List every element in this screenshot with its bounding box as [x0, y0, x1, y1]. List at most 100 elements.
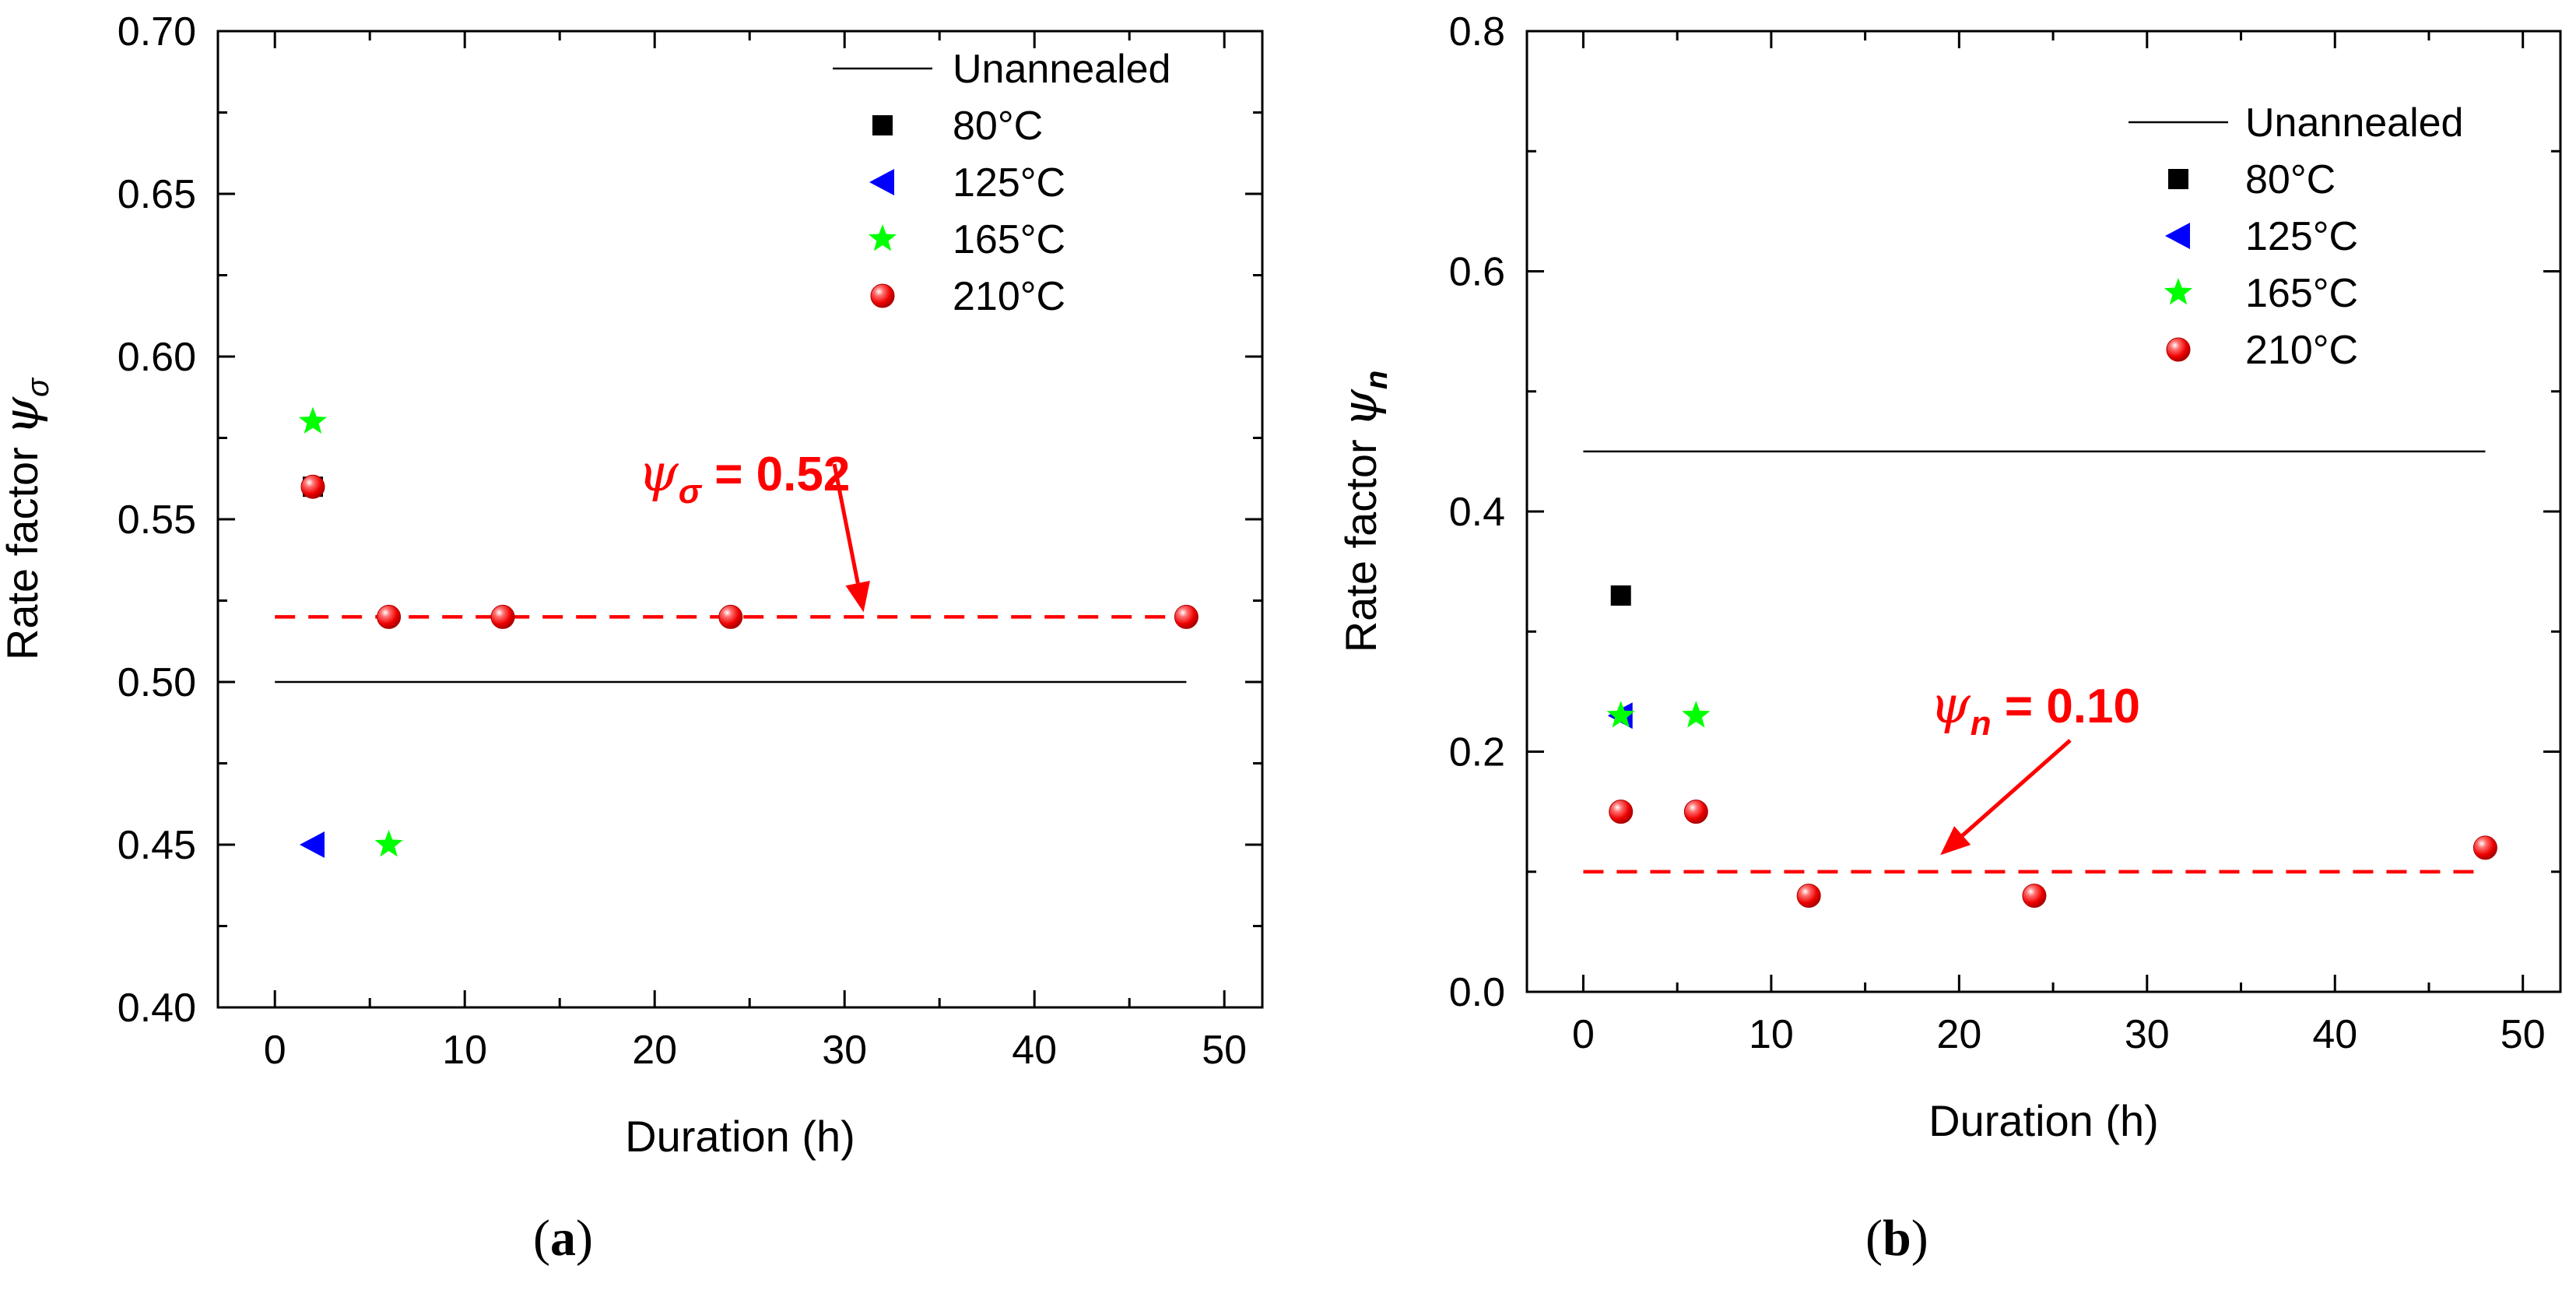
y-tick-label: 0.2 — [1449, 730, 1505, 775]
plot-frame — [1525, 30, 2562, 993]
legend-label: 165°C — [953, 217, 1065, 262]
legend-label: 80°C — [2245, 157, 2336, 202]
y-tick-label: 0.4 — [1449, 490, 1505, 535]
annotation-value: = 0.52 — [701, 448, 850, 501]
y-axis-label-subscript: n — [1360, 371, 1394, 389]
legend: Unannealed 80°C 125°C 165°C 210°C — [2129, 100, 2463, 373]
legend-label: 210°C — [953, 274, 1065, 319]
panel-label-b: (b) — [1865, 1210, 1928, 1267]
x-tick-label: 50 — [1202, 1028, 1247, 1073]
x-tick-label: 50 — [2501, 1012, 2546, 1057]
panel-label-a: (a) — [533, 1210, 593, 1267]
data-point — [374, 830, 403, 857]
psi-symbol: ψ — [1331, 388, 1388, 427]
series-125c — [300, 831, 325, 858]
y-tick-label: 0.55 — [118, 497, 196, 543]
data-point — [298, 406, 328, 434]
y-tick-label: 0.0 — [1449, 970, 1505, 1015]
y-axis-label: Rate factor ψσ — [0, 377, 55, 660]
annotation-value: = 0.10 — [1992, 680, 2140, 733]
x-tick-label: 10 — [442, 1028, 487, 1073]
x-tick-label: 10 — [1749, 1012, 1794, 1057]
y-axis-label-text: Rate factor — [1336, 427, 1385, 652]
x-tick-label: 30 — [822, 1028, 867, 1073]
panel-label-close: ) — [1911, 1210, 1928, 1267]
annotation-arrow-shaft — [1961, 739, 2072, 838]
psi-symbol: ψ — [638, 443, 679, 503]
y-tick-label: 0.50 — [118, 660, 196, 705]
series-210c — [300, 474, 1199, 629]
legend-label: 125°C — [2245, 214, 2358, 259]
psi-symbol: ψ — [1930, 675, 1971, 735]
legend-marker — [2166, 337, 2191, 362]
annotation-subscript: σ — [679, 473, 703, 511]
y-tick-label: 0.65 — [118, 172, 196, 217]
data-point — [300, 474, 325, 499]
legend: Unannealed 80°C 125°C 165°C 210°C — [833, 47, 1170, 319]
legend-label-unannealed: Unannealed — [953, 47, 1170, 92]
x-axis-label: Duration (h) — [1928, 1096, 2159, 1145]
series-210c — [1609, 800, 2497, 909]
legend-label: 80°C — [953, 104, 1043, 149]
panel-label-close: ) — [576, 1210, 593, 1267]
data-point — [718, 604, 743, 629]
annotation-subscript: n — [1971, 705, 1992, 743]
data-point — [1682, 701, 1711, 728]
data-point — [2472, 835, 2497, 860]
annotation-arrow-head — [845, 581, 870, 613]
panel-label-open: ( — [1865, 1210, 1883, 1267]
data-point — [1609, 800, 1634, 824]
data-point — [2022, 884, 2047, 909]
chart-panel-b: 0 10 20 30 40 50 0.0 0.2 0.4 0.6 0.8 Duration (h) Ra… — [1331, 9, 2562, 1145]
legend-label-unannealed: Unannealed — [2245, 100, 2463, 146]
data-point — [1683, 800, 1708, 824]
y-tick-label: 0.70 — [118, 9, 196, 54]
data-point — [1606, 701, 1635, 728]
y-tick-label: 0.45 — [118, 823, 196, 868]
legend-label: 210°C — [2245, 328, 2358, 373]
panel-label-letter: b — [1883, 1210, 1911, 1267]
panel-label-letter: a — [550, 1210, 576, 1267]
y-tick-label: 0.8 — [1449, 9, 1505, 54]
legend-label: 165°C — [2245, 271, 2358, 316]
series-80c — [1610, 585, 1631, 606]
legend-marker — [870, 283, 895, 308]
chart-panel-a: 0 10 20 30 40 50 0.40 0.45 0.50 0.55 0.60 0.65 0.70 D… — [0, 9, 1264, 1161]
y-axis-label-subscript: σ — [21, 377, 55, 397]
data-point — [1610, 585, 1631, 606]
annotation-label: ψn = 0.10 — [1930, 675, 2140, 743]
x-tick-label: 20 — [632, 1028, 677, 1073]
x-tick-label: 40 — [2312, 1012, 2357, 1057]
x-tick-label: 20 — [1936, 1012, 1981, 1057]
series-165c — [298, 406, 403, 857]
data-point — [1796, 884, 1821, 909]
x-axis-label: Duration (h) — [625, 1112, 855, 1161]
legend-marker — [869, 169, 894, 195]
data-point — [377, 604, 402, 629]
legend-marker — [2165, 223, 2190, 249]
y-tick-label: 0.60 — [118, 335, 196, 380]
x-tick-label: 40 — [1012, 1028, 1057, 1073]
series-165c — [1606, 701, 1711, 728]
x-tick-label: 30 — [2125, 1012, 2170, 1057]
legend-label: 125°C — [953, 160, 1065, 206]
data-point — [490, 604, 515, 629]
legend-marker — [2168, 169, 2188, 189]
y-tick-label: 0.40 — [118, 986, 196, 1031]
data-point — [1174, 604, 1199, 629]
plot-frame — [216, 30, 1264, 1009]
legend-marker — [872, 115, 893, 135]
annotation-arrow-shaft — [832, 463, 860, 584]
annotation-label: ψσ = 0.52 — [638, 443, 850, 511]
y-axis-label: Rate factor ψn — [1331, 371, 1394, 653]
legend-marker — [868, 224, 897, 251]
data-point — [300, 831, 325, 858]
legend-marker — [2164, 278, 2193, 305]
x-tick-label: 0 — [1572, 1012, 1595, 1057]
y-axis-label-text: Rate factor — [0, 435, 47, 660]
annotation-arrow-head — [1940, 826, 1971, 856]
y-tick-label: 0.6 — [1449, 250, 1505, 295]
panel-label-open: ( — [533, 1210, 550, 1267]
x-tick-label: 0 — [264, 1028, 286, 1073]
